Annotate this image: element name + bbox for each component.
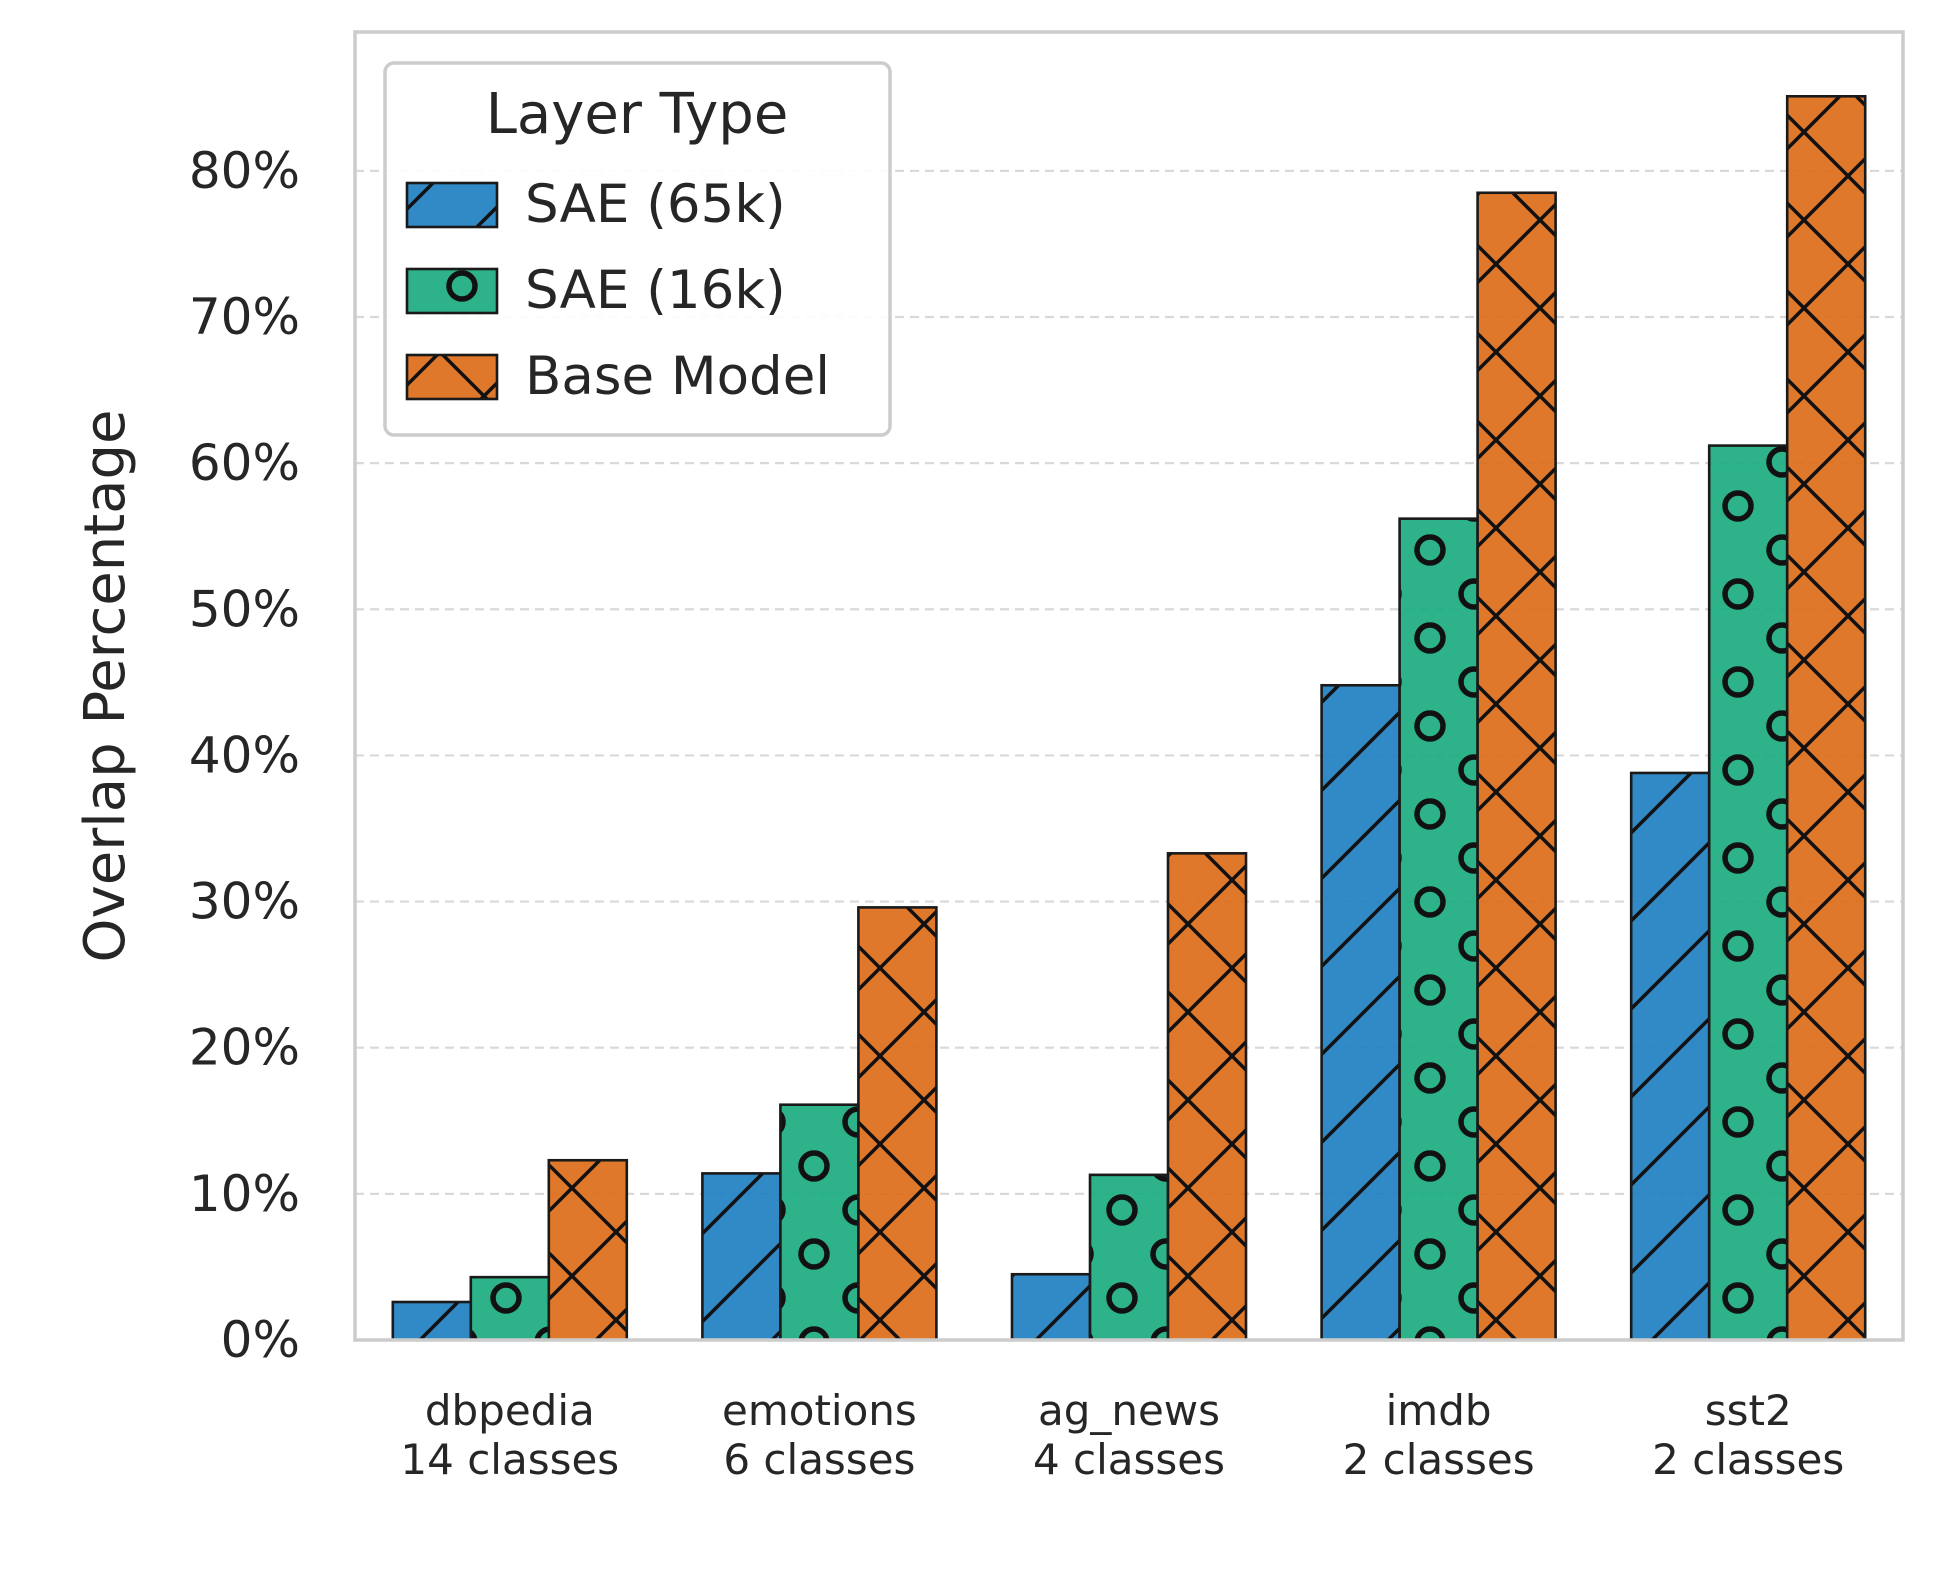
legend-swatch-hatch [405,267,499,315]
bar-hatch-overlay [701,1172,782,1342]
bar-hatch-overlay [1629,771,1711,1342]
x-tick-label: sst2 2 classes [1652,1386,1844,1484]
y-tick-label: 0% [221,1311,300,1369]
legend-swatch-hatch [405,181,499,229]
bar-hatch-overlay [1785,95,1867,1342]
legend-label: Base Model [525,346,830,407]
bar-hatch-overlay [391,1300,473,1342]
bar-hatch-overlay [1010,1272,1092,1342]
x-tick-label: emotions 6 classes [722,1386,917,1484]
legend: Layer Type SAE (65k) SAE (16k) Base Model [383,61,892,437]
bar-hatch-overlay [857,906,938,1342]
legend-title: Layer Type [486,82,789,147]
bar-hatch-overlay [1707,444,1789,1342]
y-tick-label: 10% [189,1165,300,1223]
y-tick-label: 20% [189,1019,300,1077]
legend-label: SAE (65k) [525,174,786,235]
y-tick-label: 30% [189,873,300,931]
x-tick-label: imdb 2 classes [1343,1386,1535,1484]
axes: 0% 10% 20% 30% 40% 50% 60% 70% 80% dbpedia 14 clas… [73,30,1905,1484]
bar-hatch-overlay [469,1275,551,1342]
legend-box [383,61,892,437]
bar-hatch-overlay [1088,1173,1170,1342]
y-tick-label: 60% [189,434,300,492]
bar-hatch-overlay [1320,683,1401,1342]
legend-swatch-hatch [405,353,499,401]
x-tick-label: ag_news 4 classes [1033,1386,1225,1484]
y-tick-label: 50% [189,580,300,638]
y-axis-label: Overlap Percentage [73,410,138,963]
bar-hatch-overlay [1476,191,1557,1342]
y-tick-label: 70% [189,288,300,346]
x-tick-label: dbpedia 14 classes [400,1386,619,1484]
bar-hatch-overlay [779,1103,860,1342]
bars [391,95,1867,1342]
legend-label: SAE (16k) [525,260,786,321]
bar-hatch-overlay [1166,852,1248,1342]
plot-frame [353,30,1905,1342]
y-tick-label: 80% [189,142,300,200]
y-tick-label: 40% [189,726,300,784]
bar-hatch-overlay [1398,517,1479,1342]
bar-hatch-overlay [547,1158,629,1342]
